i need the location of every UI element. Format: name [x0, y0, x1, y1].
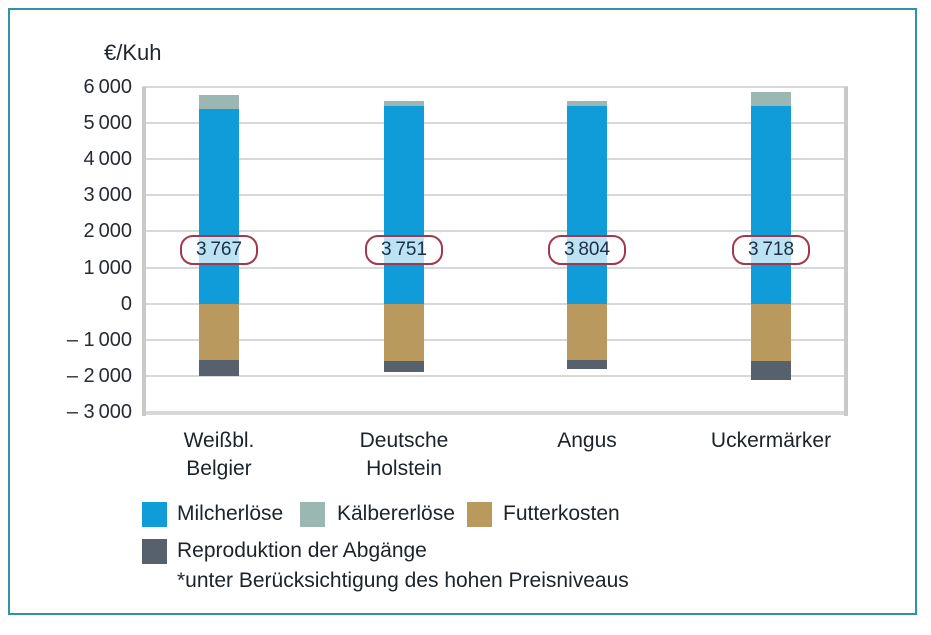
gridline [142, 86, 848, 88]
y-tick-label: – 1 000 [66, 328, 132, 351]
bar-segment-reproduktion [567, 360, 607, 369]
legend-label-futterkosten: Futterkosten [503, 502, 620, 525]
bar-segment-futterkosten [567, 303, 607, 360]
legend-label-milcherloese: Milcherlöse [177, 502, 284, 525]
y-axis-title: €/Kuh [104, 40, 162, 65]
bar-segment-milcherloese [199, 108, 239, 304]
legend-footnote: *unter Berücksichtigung des hohen Preisn… [177, 569, 629, 592]
value-badge: 3 718 [732, 234, 810, 265]
gridline [142, 302, 848, 305]
value-badge: 3 767 [180, 234, 258, 265]
bar-segment-futterkosten [751, 303, 791, 362]
y-tick-label: – 2 000 [66, 364, 132, 387]
category-label: Uckermärker [711, 427, 831, 455]
y-tick-label: 4 000 [83, 148, 133, 171]
bar-segment-kaelbererloese [199, 95, 239, 109]
y-tick-label: – 3 000 [66, 401, 132, 423]
bar-segment-futterkosten [384, 303, 424, 362]
category-label: Weißbl. Belgier [184, 427, 255, 483]
bar-segment-kaelbererloese [384, 101, 424, 106]
legend-label-reproduktion: Reproduktion der Abgänge [177, 539, 427, 562]
bar-segment-reproduktion [199, 359, 239, 376]
plot-area: 3 767 3 751 3 804 3 718 [142, 86, 848, 416]
gridline [142, 411, 848, 415]
gridline [142, 158, 848, 161]
y-axis-line [142, 87, 146, 416]
category-label-line: Holstein [366, 457, 442, 480]
y-tick-label: 6 000 [83, 76, 133, 98]
category-label-line: Angus [557, 429, 617, 452]
legend-swatch-reproduktion [142, 539, 167, 564]
category-label-line: Uckermärker [710, 429, 832, 452]
plot-right-border [844, 87, 848, 416]
gridline [142, 266, 848, 269]
category-label: Deutsche Holstein [360, 427, 449, 483]
bar-segment-reproduktion [751, 361, 791, 381]
legend-swatch-kaelbererloese [300, 502, 325, 527]
value-badge: 3 804 [548, 234, 626, 265]
bar-segment-futterkosten [199, 303, 239, 360]
category-label-line: Weißbl. [183, 429, 255, 452]
bar-segment-milcherloese [751, 106, 791, 304]
gridline [142, 122, 848, 125]
bar-segment-milcherloese [384, 105, 424, 304]
legend-swatch-milcherloese [142, 502, 167, 527]
bar-segment-milcherloese [567, 106, 607, 304]
y-tick-label: 3 000 [83, 184, 133, 207]
gridline [142, 374, 848, 377]
category-label-line: Belgier [186, 457, 252, 480]
bar-segment-kaelbererloese [567, 101, 607, 107]
y-tick-label: 0 [120, 292, 132, 315]
bar-segment-reproduktion [384, 361, 424, 372]
y-tick-label: 1 000 [83, 256, 133, 279]
y-tick-label: 5 000 [83, 112, 133, 135]
y-tick-label: 2 000 [83, 220, 133, 243]
gridline [142, 338, 848, 341]
bar-segment-kaelbererloese [751, 92, 791, 107]
category-label-line: Deutsche [359, 429, 449, 452]
gridline [142, 230, 848, 233]
gridline [142, 194, 848, 197]
legend-label-kaelbererloese: Kälbererlöse [337, 502, 455, 525]
legend-swatch-futterkosten [467, 502, 492, 527]
value-badge: 3 751 [365, 234, 443, 265]
category-label: Angus [557, 427, 617, 455]
